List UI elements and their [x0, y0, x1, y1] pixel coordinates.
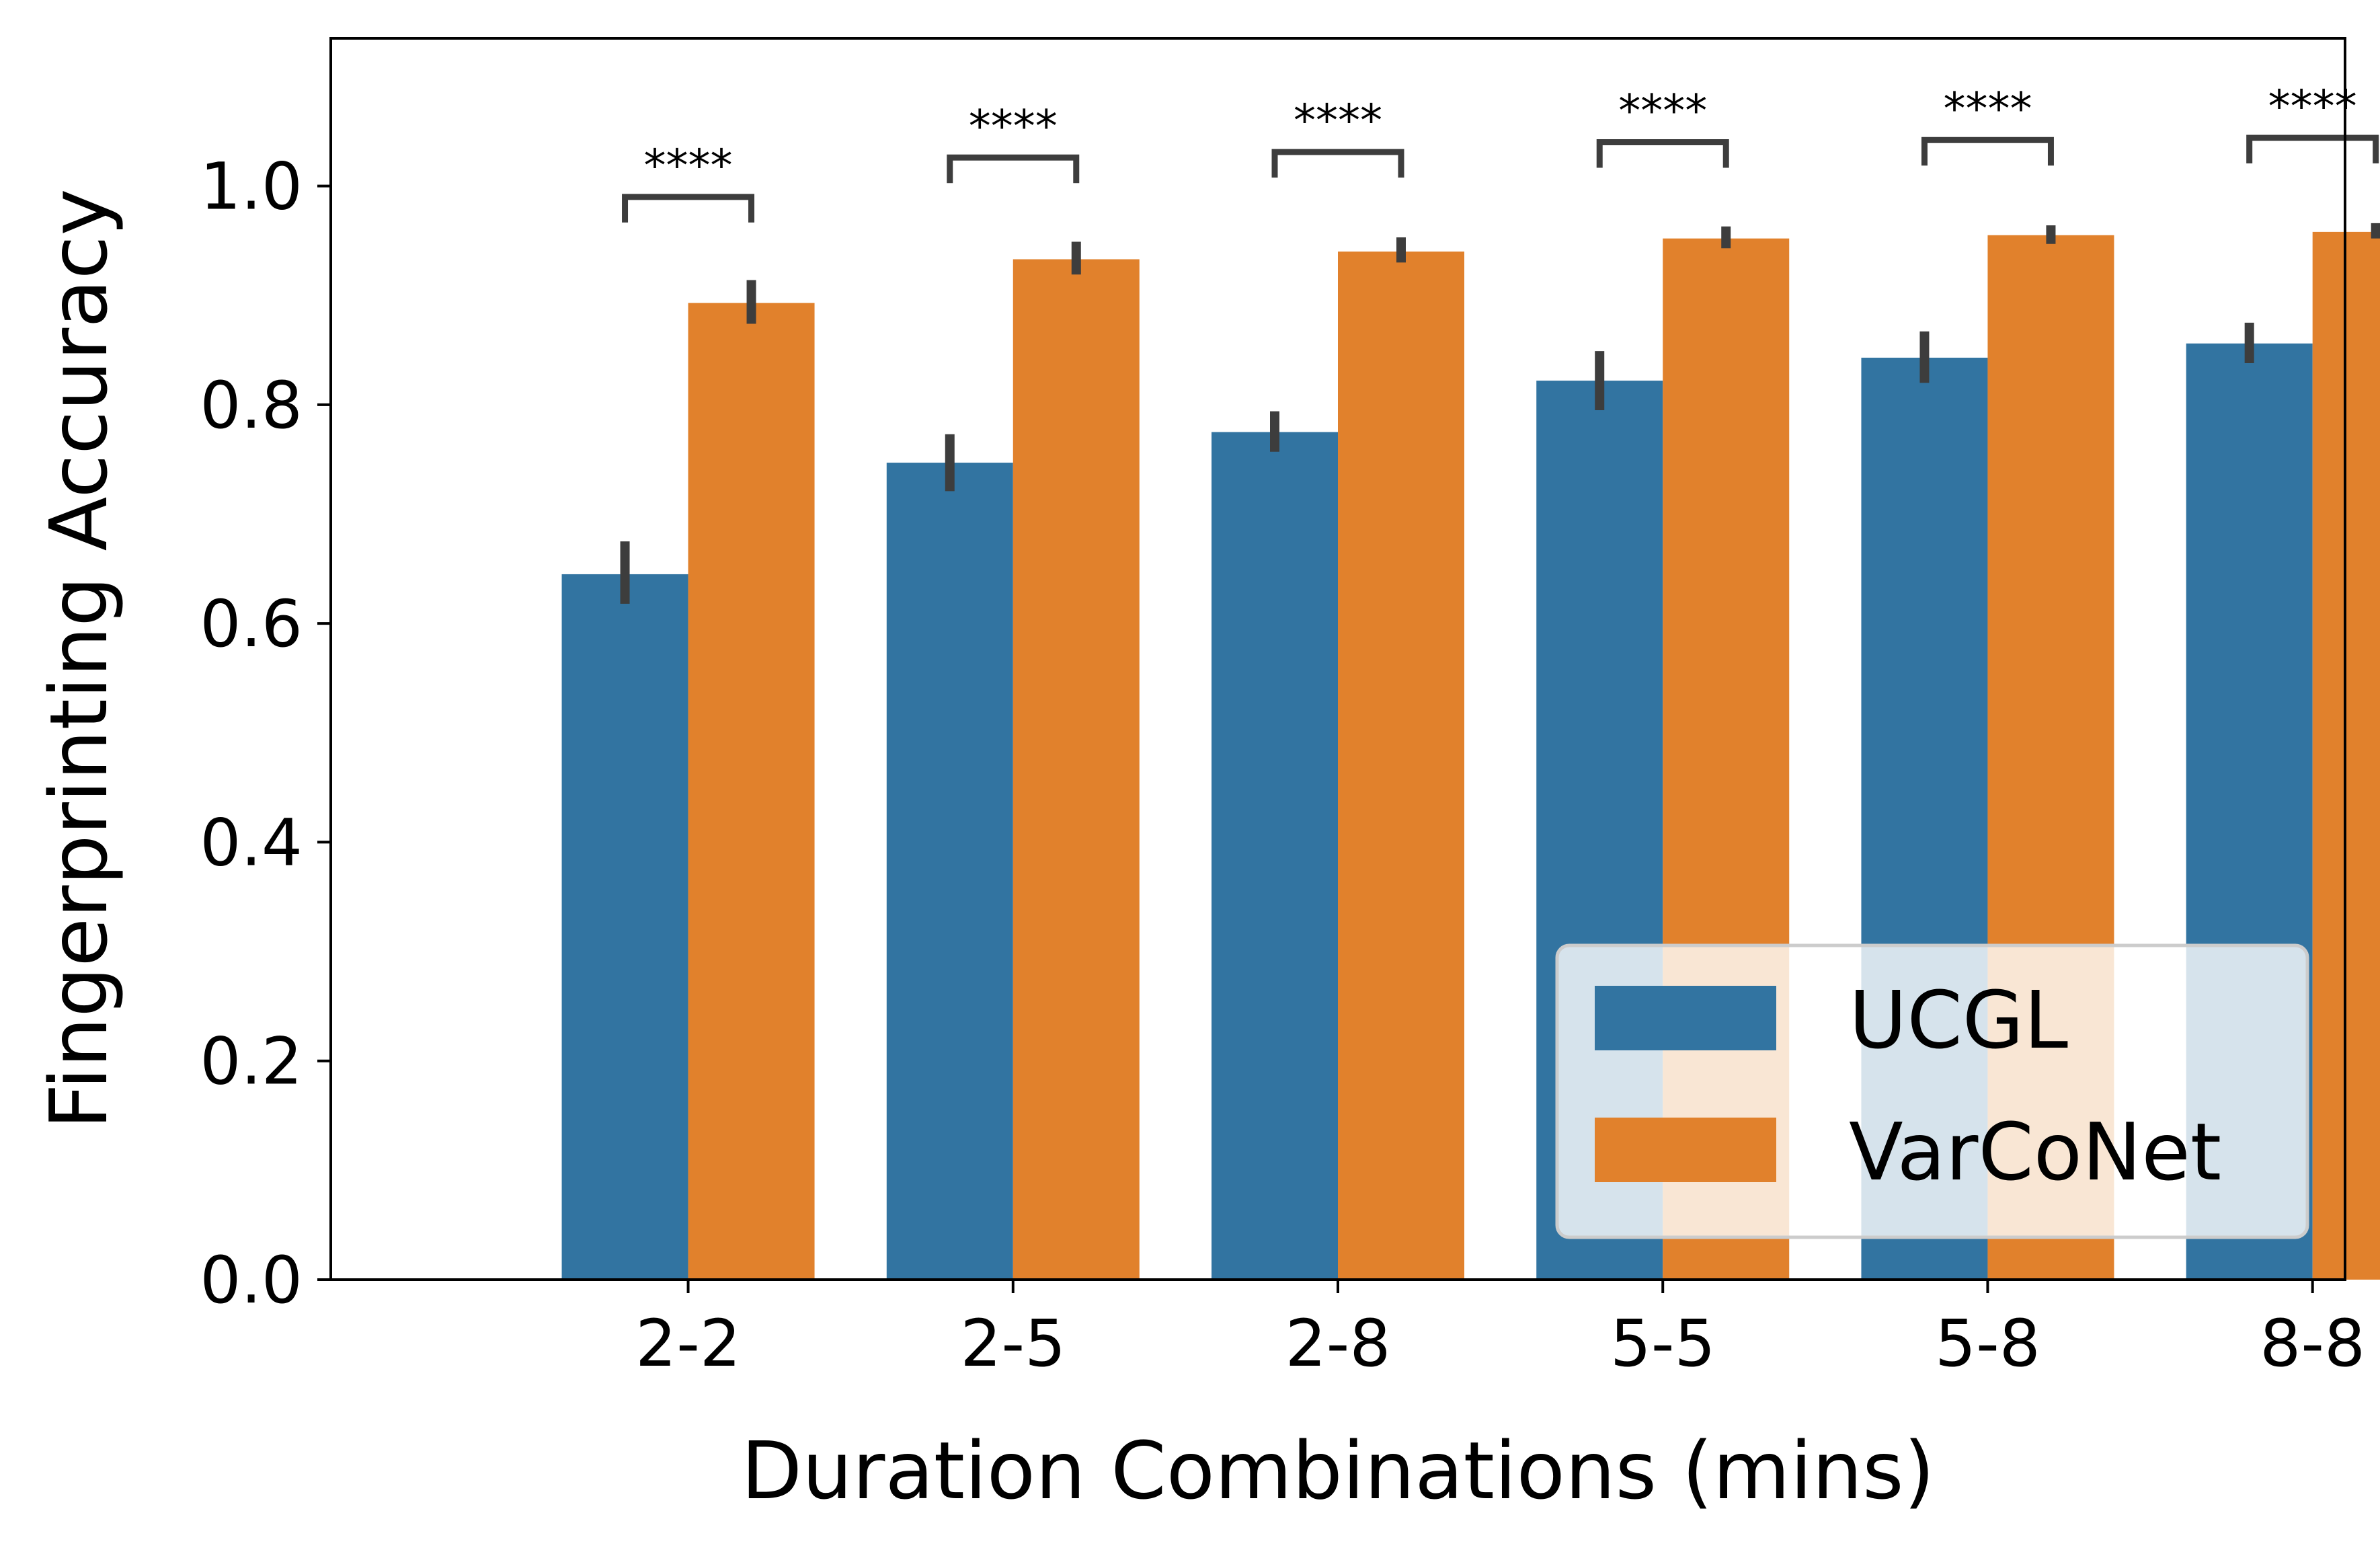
x-tick-label-8-8: 8-8: [2260, 1306, 2365, 1381]
legend: UCGL VarCoNet: [1555, 943, 2309, 1239]
axes-layer: 0.0 0.2 0.4 0.6 0.8 1.0 2-2 2-5 2-8 5-5 5-8 8-8 Dura…: [32, 37, 2365, 1517]
y-axis-title: Fingerprinting Accuracy: [32, 189, 125, 1130]
x-tick-label-5-8: 5-8: [1935, 1306, 2040, 1381]
y-tick-label-0.2: 0.2: [200, 1024, 303, 1099]
x-tick-label-2-5: 2-5: [960, 1306, 1066, 1381]
bar-varconet-2-8: [1338, 251, 1464, 1280]
bar-ucgl-2-2: [561, 574, 688, 1280]
significance-label-2-2: ****: [644, 140, 733, 192]
significance-bracket-2-2: [622, 194, 755, 223]
significance-bracket-2-8: [1271, 149, 1404, 178]
bar-varconet-2-5: [1013, 259, 1140, 1280]
error-bars-layer: [620, 223, 2380, 604]
significance-label-2-5: ****: [969, 100, 1058, 152]
y-tick-label-0.8: 0.8: [200, 368, 303, 443]
significance-label-5-8: ****: [1943, 83, 2032, 134]
x-tick-label-2-8: 2-8: [1285, 1306, 1391, 1381]
significance-bracket-5-5: [1596, 139, 1729, 168]
x-tick-label-2-2: 2-2: [635, 1306, 741, 1381]
bar-varconet-2-2: [688, 303, 815, 1280]
y-tick-label-0.6: 0.6: [200, 586, 303, 662]
significance-bracket-2-5: [947, 154, 1080, 184]
legend-swatch-ucgl: [1595, 986, 1776, 1050]
x-tick-label-5-5: 5-5: [1610, 1306, 1716, 1381]
y-tick-label-0.0: 0.0: [200, 1243, 303, 1318]
legend-swatch-varconet: [1595, 1118, 1776, 1182]
significance-layer: **** **** **** **** **** ****: [622, 81, 2379, 223]
x-axis-title: Duration Combinations (mins): [741, 1424, 1934, 1517]
bar-ucgl-2-5: [886, 463, 1013, 1280]
legend-label-varconet: VarCoNet: [1849, 1105, 2221, 1198]
legend-label-ucgl: UCGL: [1849, 974, 2068, 1066]
significance-label-8-8: ****: [2268, 81, 2357, 132]
significance-bracket-8-8: [2246, 134, 2379, 164]
bar-ucgl-2-8: [1212, 432, 1338, 1280]
y-tick-label-0.4: 0.4: [200, 805, 303, 880]
significance-bracket-5-8: [1921, 137, 2054, 166]
significance-label-5-5: ****: [1618, 85, 1707, 137]
y-tick-label-1.0: 1.0: [200, 149, 303, 225]
significance-label-2-8: ****: [1294, 95, 1382, 147]
